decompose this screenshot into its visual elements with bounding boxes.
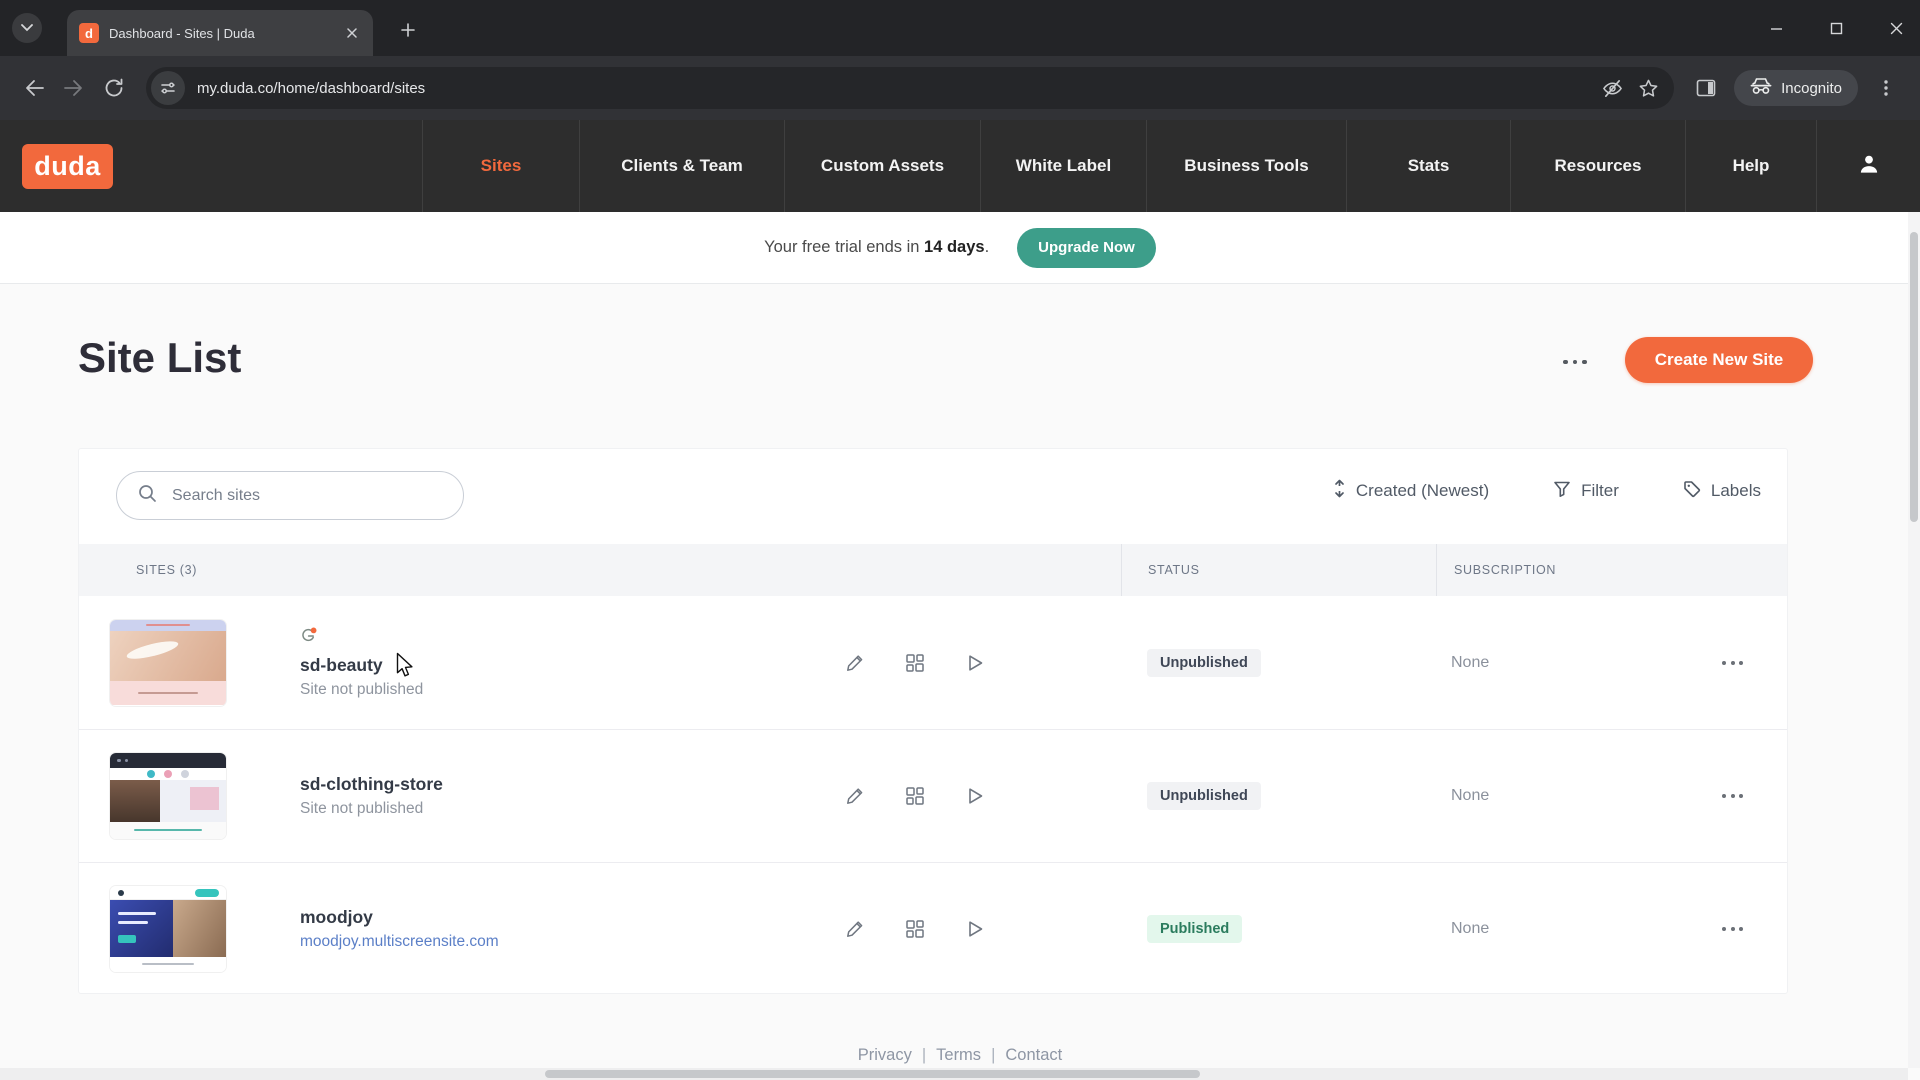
apps-grid-icon[interactable] xyxy=(904,918,926,940)
account-button[interactable] xyxy=(1816,120,1920,212)
labels-control[interactable]: Labels xyxy=(1683,480,1761,503)
browser-menu-icon[interactable] xyxy=(1866,68,1906,108)
app-navbar: duda Sites Clients & Team Custom Assets … xyxy=(0,120,1920,212)
side-panel-icon[interactable] xyxy=(1686,68,1726,108)
nav-business-tools[interactable]: Business Tools xyxy=(1146,120,1346,212)
chevron-down-icon xyxy=(21,19,33,37)
forward-button[interactable] xyxy=(54,68,94,108)
site-thumbnail[interactable] xyxy=(110,886,226,972)
contact-link[interactable]: Contact xyxy=(1005,1046,1063,1064)
url-bar[interactable]: my.duda.co/home/dashboard/sites xyxy=(146,67,1675,109)
maximize-button[interactable] xyxy=(1826,18,1846,38)
nav-resources[interactable]: Resources xyxy=(1510,120,1685,212)
search-input-wrap xyxy=(116,471,464,520)
tab-search-button[interactable] xyxy=(12,13,42,43)
site-thumbnail[interactable] xyxy=(110,619,226,706)
search-icon xyxy=(138,484,157,508)
subscription-value: None xyxy=(1451,920,1490,937)
col-status: STATUS xyxy=(1121,544,1436,596)
status-badge: Published xyxy=(1147,915,1243,943)
horizontal-scrollbar[interactable] xyxy=(0,1068,1908,1080)
status-badge: Unpublished xyxy=(1147,782,1261,810)
site-list-card: Created (Newest) Filter Labels SITES (3)… xyxy=(78,448,1788,994)
site-name-link[interactable]: sd-beauty xyxy=(300,654,383,675)
trial-text: Your free trial ends in 14 days. xyxy=(764,238,990,256)
url-text[interactable]: my.duda.co/home/dashboard/sites xyxy=(197,79,426,97)
preview-site-icon[interactable] xyxy=(964,785,986,807)
col-subscription: SUBSCRIPTION xyxy=(1436,544,1676,596)
table-row: sd-beauty Site not published Unpublished… xyxy=(79,596,1787,729)
row-more-icon[interactable] xyxy=(1714,786,1751,806)
trial-banner: Your free trial ends in 14 days. Upgrade… xyxy=(0,212,1920,284)
row-more-icon[interactable] xyxy=(1714,653,1751,673)
site-status-text: Site not published xyxy=(300,680,424,698)
privacy-link[interactable]: Privacy xyxy=(857,1046,912,1064)
table-header: SITES (3) STATUS SUBSCRIPTION xyxy=(79,544,1787,596)
site-name-link[interactable]: sd-clothing-store xyxy=(300,774,443,794)
new-tab-button[interactable] xyxy=(392,16,424,48)
browser-toolbar: my.duda.co/home/dashboard/sites Incognit… xyxy=(0,56,1920,120)
filter-control[interactable]: Filter xyxy=(1553,480,1619,503)
apps-grid-icon[interactable] xyxy=(904,652,926,674)
table-row: moodjoy moodjoy.multiscreensite.com Publ… xyxy=(79,862,1787,995)
site-status-text: Site not published xyxy=(300,800,424,817)
table-row: sd-clothing-store Site not published Unp… xyxy=(79,729,1787,862)
site-info-icon[interactable] xyxy=(151,71,185,105)
labels-icon xyxy=(1683,480,1701,503)
vertical-scrollbar-thumb[interactable] xyxy=(1910,232,1918,522)
nav-white-label[interactable]: White Label xyxy=(980,120,1146,212)
incognito-badge: Incognito xyxy=(1734,70,1858,106)
window-controls xyxy=(1766,0,1906,56)
minimize-button[interactable] xyxy=(1766,18,1786,38)
site-name-link[interactable]: moodjoy xyxy=(300,907,373,927)
page-footer: Privacy | Terms | Contact xyxy=(857,1046,1063,1064)
password-eye-icon[interactable] xyxy=(1594,70,1630,106)
nav-custom-assets[interactable]: Custom Assets xyxy=(784,120,980,212)
page-more-icon[interactable] xyxy=(1552,348,1598,376)
status-badge: Unpublished xyxy=(1147,648,1261,677)
tab-close-icon[interactable] xyxy=(341,22,363,44)
bookmark-star-icon[interactable] xyxy=(1630,70,1666,106)
incognito-label: Incognito xyxy=(1781,79,1842,97)
subscription-value: None xyxy=(1451,787,1490,804)
upgrade-now-button[interactable]: Upgrade Now xyxy=(1017,227,1156,268)
edit-site-icon[interactable] xyxy=(844,785,866,807)
page-title: Site List xyxy=(78,334,242,381)
reload-button[interactable] xyxy=(94,68,134,108)
close-window-button[interactable] xyxy=(1886,18,1906,38)
incognito-icon xyxy=(1750,77,1772,99)
duda-favicon: d xyxy=(79,23,99,43)
nav-sites[interactable]: Sites xyxy=(422,120,579,212)
tab-title: Dashboard - Sites | Duda xyxy=(109,25,255,41)
edit-site-icon[interactable] xyxy=(844,918,866,940)
preview-site-icon[interactable] xyxy=(964,652,986,674)
col-sites: SITES (3) xyxy=(136,563,198,577)
tab-strip: d Dashboard - Sites | Duda xyxy=(0,0,1920,56)
vertical-scrollbar[interactable] xyxy=(1908,212,1920,1068)
apps-grid-icon[interactable] xyxy=(904,785,926,807)
nav-clients-team[interactable]: Clients & Team xyxy=(579,120,784,212)
site-url-link[interactable]: moodjoy.multiscreensite.com xyxy=(300,933,499,950)
duda-logo[interactable]: duda xyxy=(22,143,113,189)
terms-link[interactable]: Terms xyxy=(936,1046,982,1064)
browser-tab[interactable]: d Dashboard - Sites | Duda xyxy=(67,10,373,56)
sort-icon xyxy=(1333,479,1346,503)
account-icon xyxy=(1856,151,1882,182)
edit-site-icon[interactable] xyxy=(844,652,866,674)
subscription-value: None xyxy=(1451,653,1490,671)
search-input[interactable] xyxy=(170,485,463,506)
nav-help[interactable]: Help xyxy=(1685,120,1816,212)
back-button[interactable] xyxy=(14,68,54,108)
nav-stats[interactable]: Stats xyxy=(1346,120,1510,212)
preview-site-icon[interactable] xyxy=(964,918,986,940)
site-thumbnail[interactable] xyxy=(110,753,226,839)
row-more-icon[interactable] xyxy=(1714,919,1751,939)
plus-icon xyxy=(401,22,415,42)
horizontal-scrollbar-thumb[interactable] xyxy=(545,1070,1200,1078)
browser-chrome: d Dashboard - Sites | Duda xyxy=(0,0,1920,120)
filter-icon xyxy=(1553,480,1571,503)
sort-control[interactable]: Created (Newest) xyxy=(1333,479,1489,503)
site-alert-icon[interactable] xyxy=(300,627,317,649)
create-new-site-button[interactable]: Create New Site xyxy=(1625,337,1813,383)
